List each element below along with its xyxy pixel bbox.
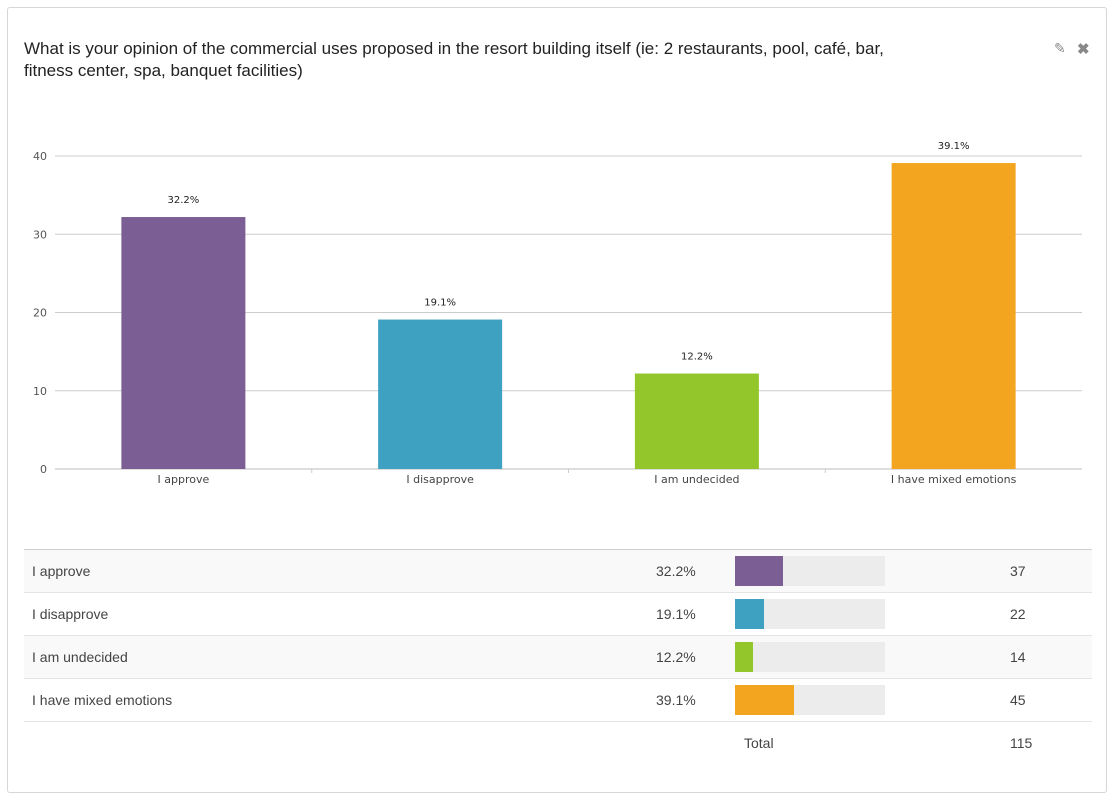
answer-count: 37 bbox=[1010, 563, 1026, 579]
answer-count: 45 bbox=[1010, 692, 1026, 708]
percent-bar-track bbox=[735, 599, 885, 629]
total-count: 115 bbox=[1010, 735, 1033, 751]
x-tick-label: I disapprove bbox=[406, 473, 474, 486]
x-tick-label: I have mixed emotions bbox=[891, 473, 1017, 486]
percent-bar-fill bbox=[735, 556, 783, 586]
data-label: 19.1% bbox=[424, 298, 456, 309]
y-tick-label: 0 bbox=[40, 463, 47, 476]
answer-percent: 19.1% bbox=[656, 606, 696, 622]
close-icon[interactable]: ✖ bbox=[1077, 41, 1090, 58]
percent-bar-track bbox=[735, 642, 885, 672]
total-row: Total 115 bbox=[24, 722, 1092, 762]
bar bbox=[121, 217, 246, 469]
y-tick-label: 40 bbox=[33, 150, 47, 163]
answer-percent: 32.2% bbox=[656, 563, 696, 579]
y-tick-label: 10 bbox=[33, 385, 47, 398]
answer-label: I approve bbox=[32, 563, 91, 579]
percent-bar-track bbox=[735, 685, 885, 715]
data-label: 32.2% bbox=[167, 195, 199, 206]
bar-chart: 0 10 20 30 40 32.2% I approve 19.1% I disapprove… bbox=[33, 141, 1082, 486]
percent-bar-fill bbox=[735, 599, 764, 629]
survey-question-card: What is your opinion of the commercial u… bbox=[7, 7, 1107, 793]
answer-label: I disapprove bbox=[32, 606, 109, 622]
total-label: Total bbox=[744, 735, 774, 751]
table-row: I disapprove 19.1% 22 bbox=[24, 593, 1092, 636]
results-table: I approve 32.2% 37 I disapprove 19.1% 22 I am … bbox=[24, 549, 1092, 762]
question-title: What is your opinion of the commercial u… bbox=[24, 39, 884, 80]
table-row: I have mixed emotions 39.1% 45 bbox=[24, 679, 1092, 722]
y-tick-label: 30 bbox=[33, 228, 47, 241]
percent-bar-track bbox=[735, 556, 885, 586]
percent-bar-fill bbox=[735, 642, 753, 672]
x-tick-label: I am undecided bbox=[654, 473, 739, 486]
answer-label: I have mixed emotions bbox=[32, 692, 173, 708]
answer-percent: 12.2% bbox=[656, 649, 696, 665]
answer-percent: 39.1% bbox=[656, 692, 696, 708]
data-label: 12.2% bbox=[681, 352, 713, 363]
table-row: I approve 32.2% 37 bbox=[24, 550, 1092, 593]
x-tick-label: I approve bbox=[158, 473, 210, 486]
data-label: 39.1% bbox=[938, 141, 970, 152]
answer-label: I am undecided bbox=[32, 649, 128, 665]
bar bbox=[891, 163, 1016, 470]
table-row: I am undecided 12.2% 14 bbox=[24, 636, 1092, 679]
percent-bar-fill bbox=[735, 685, 794, 715]
answer-count: 14 bbox=[1010, 649, 1026, 665]
answer-count: 22 bbox=[1010, 606, 1026, 622]
pencil-icon[interactable]: ✎ bbox=[1054, 40, 1066, 56]
y-tick-label: 20 bbox=[33, 307, 47, 320]
bar bbox=[378, 319, 503, 469]
bar bbox=[634, 373, 759, 469]
